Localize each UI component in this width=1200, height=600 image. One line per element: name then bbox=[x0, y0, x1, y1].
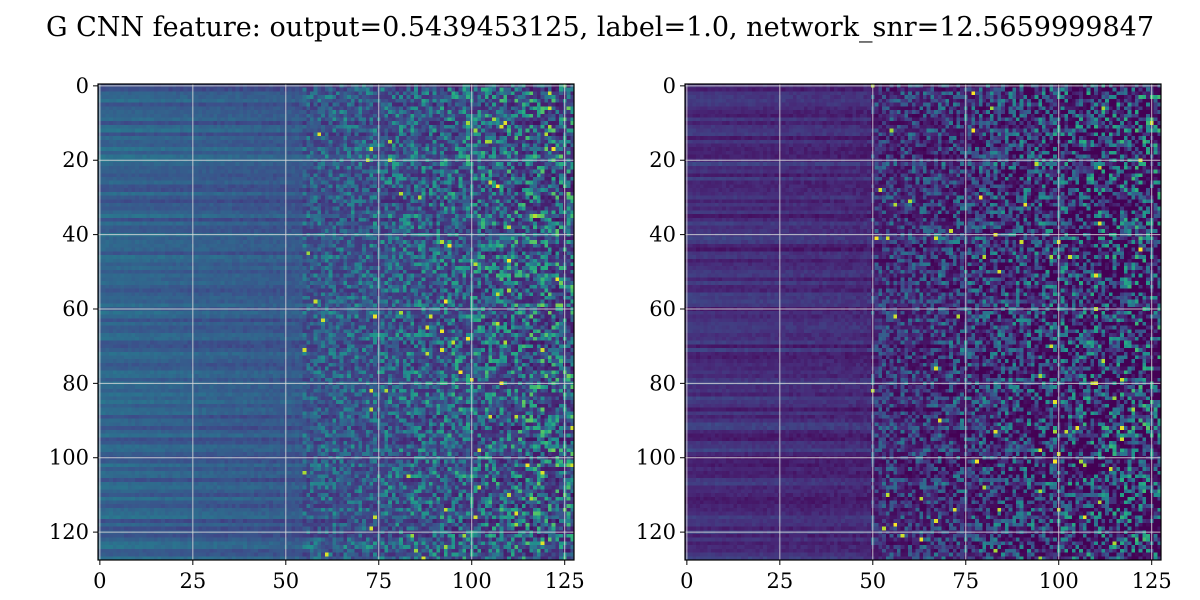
axes-frame bbox=[97, 83, 575, 561]
figure-title: G CNN feature: output=0.5439453125, labe… bbox=[46, 12, 1154, 43]
y-tick-label: 80 bbox=[649, 371, 676, 395]
x-tick-label: 25 bbox=[766, 569, 793, 593]
x-tick-label: 125 bbox=[1132, 569, 1172, 593]
x-tick-label: 75 bbox=[365, 569, 392, 593]
axes-frame bbox=[684, 83, 1162, 561]
y-tick-label: 40 bbox=[62, 223, 89, 247]
x-tick-label: 50 bbox=[272, 569, 299, 593]
y-tick-label: 60 bbox=[62, 297, 89, 321]
y-tick-label: 0 bbox=[76, 74, 89, 98]
heatmap-image bbox=[685, 84, 1161, 560]
y-tick-label: 120 bbox=[49, 520, 89, 544]
heatmap-panel-right: 0 25 50 75 100 125 0 20 40 60 80 100 120 bbox=[636, 74, 1172, 593]
y-tick-label: 60 bbox=[649, 297, 676, 321]
x-tick-label: 0 bbox=[93, 569, 106, 593]
heatmap-panel-left: 0 25 50 75 100 125 0 20 40 60 80 100 120 bbox=[49, 74, 585, 593]
y-tick-label: 100 bbox=[636, 446, 676, 470]
y-tick-label: 20 bbox=[62, 148, 89, 172]
y-tick-label: 0 bbox=[663, 74, 676, 98]
x-tick-label: 75 bbox=[952, 569, 979, 593]
x-tick-label: 125 bbox=[545, 569, 585, 593]
y-tick-label: 80 bbox=[62, 371, 89, 395]
heatmap-image bbox=[98, 84, 574, 560]
x-tick-label: 100 bbox=[452, 569, 492, 593]
x-tick-label: 0 bbox=[680, 569, 693, 593]
y-tick-label: 20 bbox=[649, 148, 676, 172]
x-tick-label: 100 bbox=[1039, 569, 1079, 593]
x-tick-label: 50 bbox=[859, 569, 886, 593]
y-tick-label: 40 bbox=[649, 223, 676, 247]
x-tick-label: 25 bbox=[179, 569, 206, 593]
y-tick-label: 100 bbox=[49, 446, 89, 470]
y-tick-label: 120 bbox=[636, 520, 676, 544]
